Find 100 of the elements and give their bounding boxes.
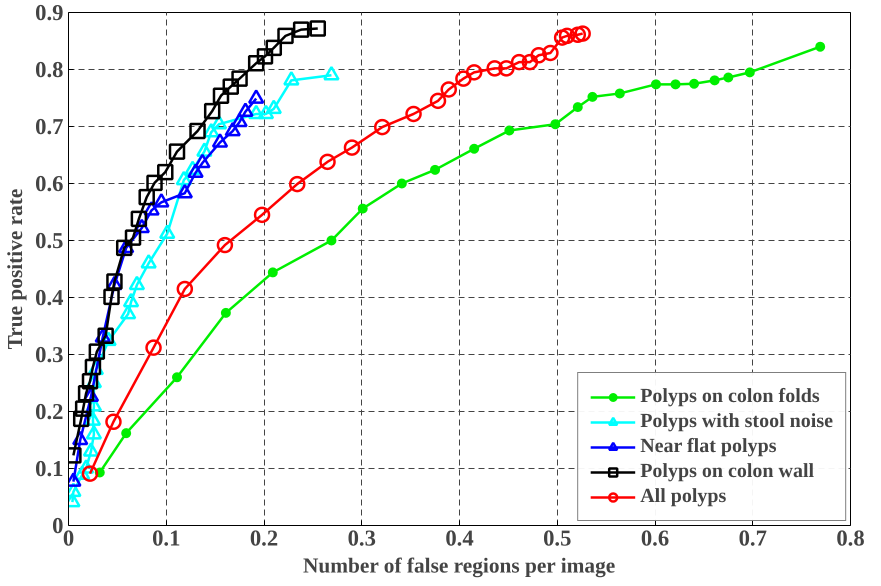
point: [744, 67, 755, 78]
point: [254, 206, 270, 224]
y-tick-label: 0.4: [35, 285, 64, 310]
x-tick-label: 0.5: [543, 526, 572, 550]
point: [396, 178, 407, 188]
point: [88, 343, 106, 360]
point: [430, 164, 440, 175]
legend-label: Polyps on colon folds: [640, 385, 820, 408]
point: [72, 410, 90, 428]
x-tick-label: 0.4: [445, 526, 474, 550]
point: [326, 236, 336, 246]
point: [292, 21, 310, 38]
point: [689, 78, 700, 89]
point: [358, 204, 368, 214]
point: [710, 75, 720, 86]
point: [486, 60, 503, 77]
point: [277, 28, 294, 44]
y-tick-label: 0.1: [35, 456, 64, 481]
point: [82, 465, 98, 482]
legend-label: Near flat polyps: [640, 435, 776, 458]
y-tick-label: 0.6: [35, 171, 64, 196]
point: [266, 40, 282, 56]
point: [105, 414, 122, 430]
point: [248, 54, 264, 72]
point: [82, 373, 98, 390]
point: [522, 54, 538, 70]
y-tick-label: 0.7: [35, 114, 64, 139]
point: [222, 78, 240, 95]
point: [587, 92, 598, 102]
point: [256, 48, 274, 65]
point: [82, 442, 100, 457]
point: [103, 288, 120, 306]
y-tick-label: 0.9: [35, 0, 64, 25]
point: [189, 122, 206, 140]
x-tick-label: 0.2: [250, 526, 278, 550]
point: [574, 25, 591, 42]
x-axis-title: Number of false regions per image: [303, 554, 616, 578]
point: [504, 126, 514, 136]
y-tick-label: 0.2: [35, 399, 64, 424]
point: [97, 327, 114, 344]
point: [723, 72, 734, 82]
point: [84, 358, 102, 376]
point: [168, 143, 186, 160]
point: [216, 236, 234, 254]
point: [140, 254, 157, 269]
point: [530, 47, 547, 64]
point: [86, 424, 102, 440]
point: [466, 64, 482, 81]
point: [130, 210, 148, 228]
legend-label: Polyps on colon wall: [640, 460, 814, 483]
point: [554, 29, 570, 46]
point: [116, 240, 132, 256]
point: [146, 174, 163, 192]
point: [172, 372, 182, 382]
point: [138, 188, 155, 206]
legend-label: Polyps with stool noise: [640, 410, 833, 433]
point: [220, 308, 231, 318]
point: [176, 280, 194, 298]
point: [670, 79, 681, 90]
point: [128, 276, 146, 290]
point: [288, 176, 306, 192]
x-tick-label: 0.7: [738, 526, 767, 550]
point: [815, 42, 826, 52]
point: [405, 106, 422, 122]
x-tick-label: 0.6: [640, 526, 670, 550]
point: [542, 44, 559, 62]
point: [122, 292, 140, 308]
x-tick-label: 0.1: [152, 526, 180, 550]
point: [498, 60, 515, 77]
point: [650, 79, 661, 90]
point: [231, 70, 248, 87]
point: [212, 87, 230, 104]
x-tick-label: 0.3: [348, 526, 376, 550]
point: [558, 28, 576, 44]
point: [344, 139, 360, 156]
point: [204, 102, 220, 120]
point: [157, 164, 174, 180]
y-tick-label: 0.5: [35, 228, 64, 253]
point: [550, 119, 560, 130]
point: [430, 92, 446, 110]
point: [572, 102, 583, 112]
point: [78, 385, 94, 402]
x-tick-label: 0.8: [836, 526, 865, 550]
y-tick-label: 0.3: [35, 342, 64, 367]
point: [310, 20, 326, 37]
legend-label: All polyps: [640, 485, 726, 508]
point: [124, 229, 142, 246]
y-tick-label: 0.8: [35, 57, 64, 82]
point: [614, 88, 625, 98]
point: [74, 400, 92, 417]
point: [469, 144, 480, 154]
point: [121, 428, 132, 438]
y-axis-title: True positive rate: [3, 188, 28, 350]
point: [145, 339, 162, 356]
point: [319, 154, 336, 170]
point: [510, 54, 528, 70]
point: [374, 118, 391, 136]
point: [455, 70, 472, 87]
point: [268, 267, 278, 278]
point: [440, 81, 457, 98]
